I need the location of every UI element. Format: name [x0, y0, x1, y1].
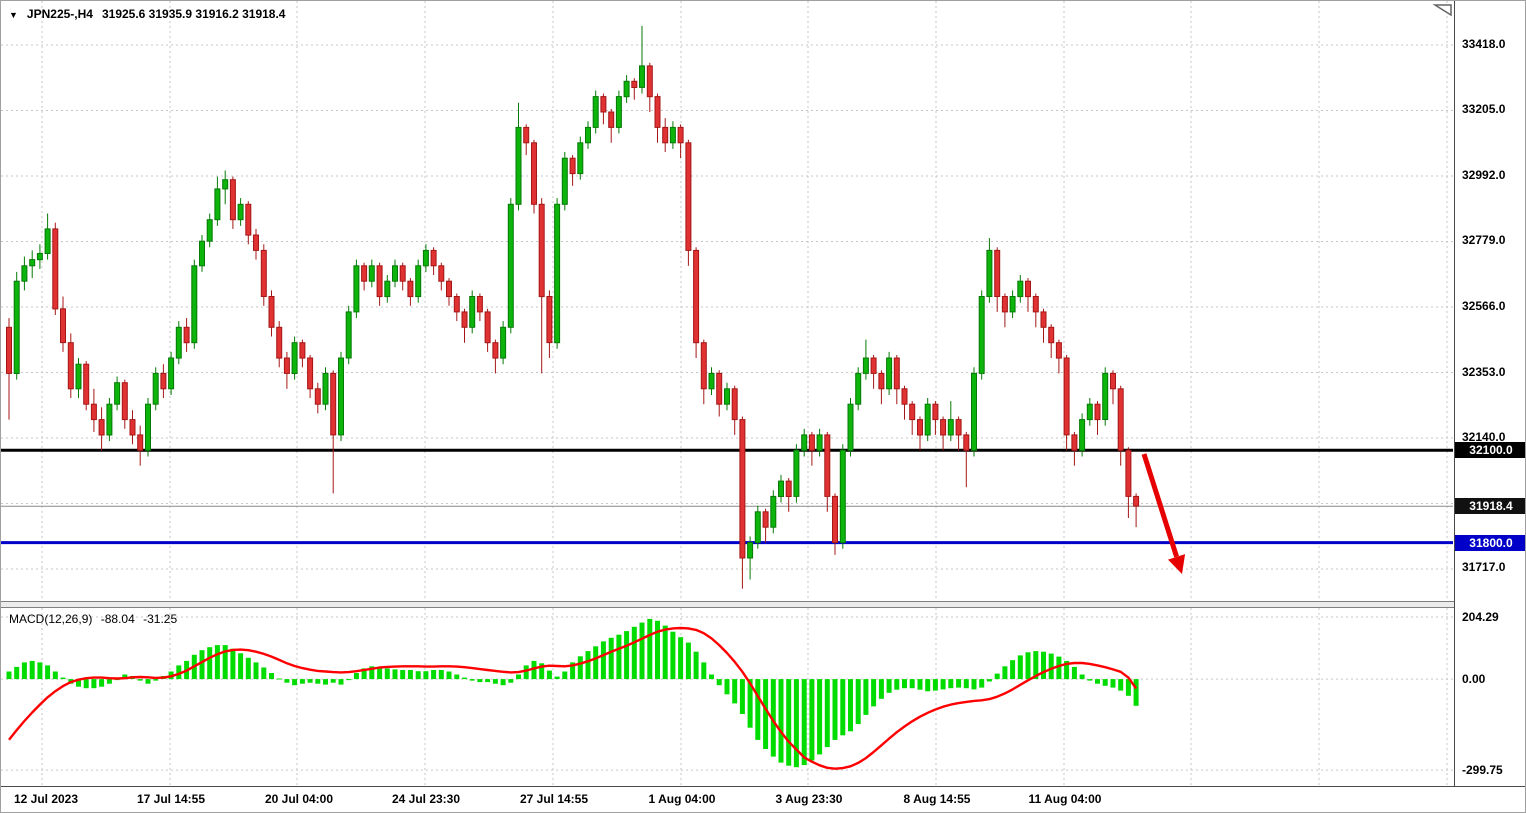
macd-main-value: -88.04	[100, 612, 135, 626]
macd-axis-label: 204.29	[1462, 610, 1499, 624]
macd-gridlines	[1, 608, 1453, 786]
main-chart-canvas[interactable]	[1, 1, 1453, 601]
time-axis[interactable]: 12 Jul 2023 17 Jul 14:55 20 Jul 04:00 24 Ju…	[1, 786, 1525, 812]
macd-signal-line	[8, 626, 1138, 770]
price-badge: 31800.0	[1455, 535, 1525, 551]
price-axis-label: 32779.0	[1462, 233, 1506, 247]
panel-separator[interactable]	[1, 601, 1525, 608]
price-badge: 31918.4	[1455, 498, 1525, 514]
main-gridlines	[1, 1, 1453, 601]
symbol-info: ▼ JPN225-,H4 31925.6 31935.9 31916.2 319…	[9, 7, 285, 21]
time-axis-label: 24 Jul 23:30	[391, 792, 461, 806]
time-axis-label: 11 Aug 04:00	[1028, 792, 1102, 806]
macd-histogram	[6, 618, 1139, 768]
price-axis-label: 32992.0	[1462, 168, 1506, 182]
time-axis-label: 1 Aug 04:00	[648, 792, 716, 806]
candles	[6, 25, 1140, 589]
one-click-expander-icon[interactable]: ▼	[9, 10, 18, 20]
symbol-name: JPN225-,H4	[26, 7, 93, 21]
symbol-quote: 31925.6 31935.9 31916.2 31918.4	[101, 7, 286, 21]
price-axis-label: 33418.0	[1462, 37, 1506, 51]
time-axis-label: 17 Jul 14:55	[136, 792, 206, 806]
price-axis-label: 33205.0	[1462, 102, 1506, 116]
price-axis-label: 32140.0	[1462, 430, 1506, 444]
price-axis-label: 32566.0	[1462, 299, 1506, 313]
macd-indicator-label: MACD(12,26,9) -88.04 -31.25	[9, 612, 182, 626]
horizontal-level-lines[interactable]	[1, 448, 1453, 545]
chart-shift-marker-icon[interactable]	[1432, 4, 1452, 17]
time-axis-label: 3 Aug 23:30	[775, 792, 843, 806]
time-axis-label: 27 Jul 14:55	[519, 792, 589, 806]
price-badge: 32100.0	[1455, 442, 1525, 458]
time-axis-label: 20 Jul 04:00	[264, 792, 334, 806]
macd-axis-label: -299.75	[1462, 763, 1503, 777]
macd-canvas[interactable]	[1, 608, 1453, 786]
time-axis-label: 12 Jul 2023	[13, 792, 79, 806]
time-axis-label: 8 Aug 14:55	[903, 792, 971, 806]
trend-arrow[interactable]	[1141, 453, 1186, 574]
macd-axis-label: 0.00	[1462, 672, 1486, 686]
price-axis-label: 31717.0	[1462, 560, 1506, 574]
price-axis[interactable]: 33418.0 33205.0 32992.0 32779.0 32566.0 32353…	[1454, 1, 1525, 786]
macd-name: MACD(12,26,9)	[9, 612, 93, 626]
macd-signal-value: -31.25	[143, 612, 178, 626]
price-axis-label: 32353.0	[1462, 365, 1506, 379]
